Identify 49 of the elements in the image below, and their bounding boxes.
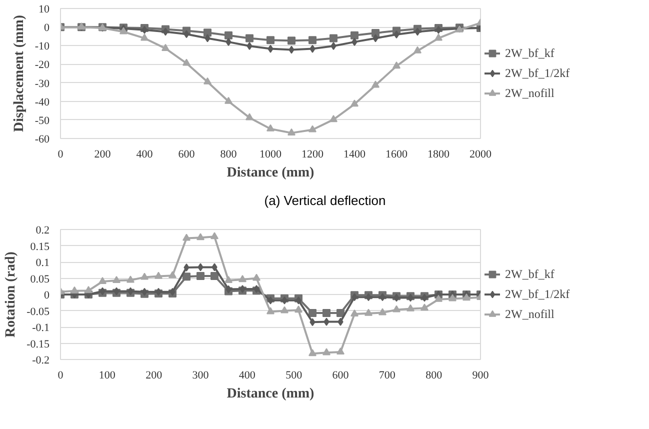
x-tick-label: 900 xyxy=(472,370,490,382)
y-tick-label: 0.1 xyxy=(36,257,50,269)
y-tick-label: -0.1 xyxy=(32,322,50,334)
text: (a) Vertical deflection xyxy=(264,192,386,210)
y-tick-label: 0.2 xyxy=(36,224,50,236)
x-tick-label: 1600 xyxy=(386,148,408,160)
y-tick-label: -0.05 xyxy=(26,306,50,318)
legend-label: 2W_nofill xyxy=(505,86,554,100)
y-tick-label: -30 xyxy=(34,78,50,90)
y-tick-label: 0.15 xyxy=(30,240,50,253)
y-tick-label: -50 xyxy=(34,114,50,127)
y-tick-label: 0 xyxy=(44,22,50,34)
y-tick-label: 0.05 xyxy=(30,273,50,286)
x-tick-label: 500 xyxy=(286,370,303,382)
x-tick-label: 1400 xyxy=(344,148,366,160)
y-tick-label: 0 xyxy=(44,290,50,302)
x-tick-label: 0 xyxy=(58,370,64,382)
y-tick-label: -20 xyxy=(34,59,50,72)
x-tick-label: 1000 xyxy=(260,148,282,160)
x-tick-label: 100 xyxy=(98,370,116,382)
x-tick-label: 2000 xyxy=(470,148,492,160)
x-tick-label: 800 xyxy=(426,370,443,382)
x-tick-label: 1800 xyxy=(428,148,450,160)
x-tick-label: 1200 xyxy=(302,148,324,160)
y-axis-title: Rotation (rad) xyxy=(4,251,19,338)
x-tick-label: 300 xyxy=(192,370,210,382)
legend-label: 2W_bf_1/2kf xyxy=(505,286,570,302)
y-tick-label: 10 xyxy=(38,4,50,16)
legend-label: 2W_nofill xyxy=(505,306,554,322)
x-tick-label: 800 xyxy=(220,148,238,160)
x-axis-title: Distance (mm) xyxy=(226,386,315,402)
x-tick-label: 700 xyxy=(378,370,396,382)
x-tick-label: 200 xyxy=(94,148,112,160)
legend-label: 2W_bf_1/2kf xyxy=(505,66,570,80)
x-tick-label: 200 xyxy=(146,370,163,382)
y-axis-title: Displacement (mm) xyxy=(12,14,27,132)
y-tick-label: -60 xyxy=(34,134,50,146)
x-tick-label: 400 xyxy=(238,370,256,382)
x-tick-label: 400 xyxy=(136,148,154,160)
x-tick-label: 0 xyxy=(58,148,64,160)
y-tick-label: -10 xyxy=(34,40,50,53)
x-tick-label: 600 xyxy=(332,370,350,382)
y-tick-label: -0.15 xyxy=(26,338,50,350)
y-tick-label: -40 xyxy=(34,96,50,108)
x-axis-title: Distance (mm) xyxy=(226,166,315,180)
legend-label: 2W_bf_kf xyxy=(505,46,554,60)
x-tick-label: 600 xyxy=(178,148,196,160)
legend-label: 2W_bf_kf xyxy=(505,266,554,282)
y-tick-label: -0.2 xyxy=(32,354,50,366)
